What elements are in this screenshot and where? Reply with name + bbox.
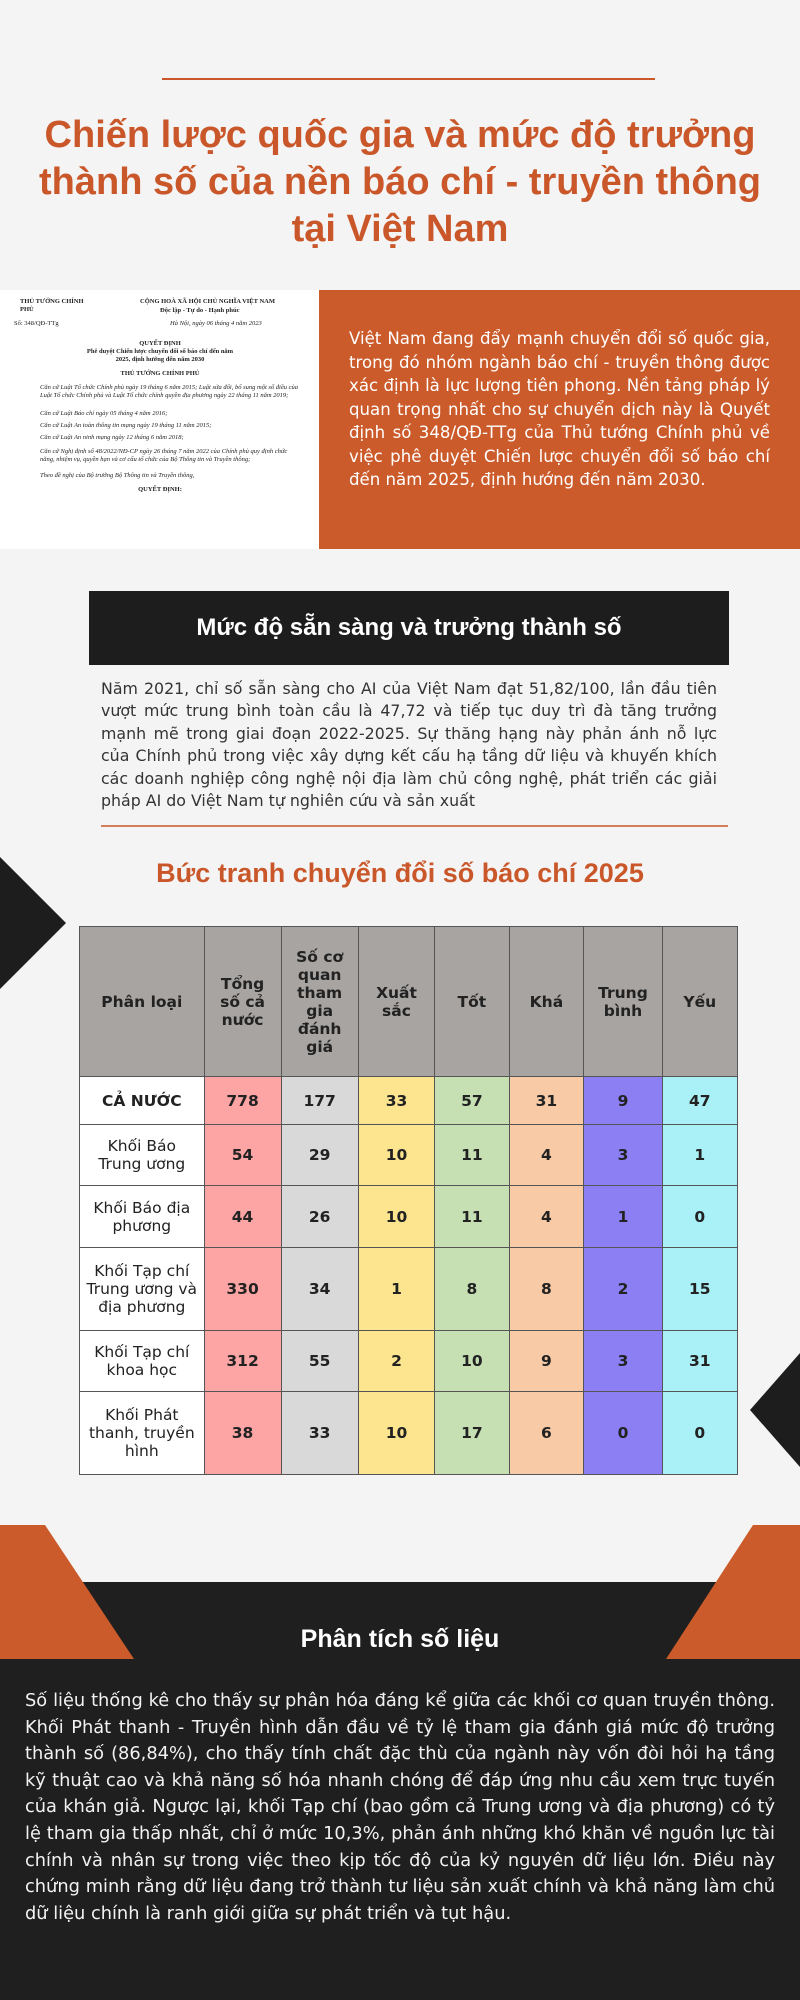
page-title: Chiến lược quốc gia và mức độ trưởng thà… (38, 114, 762, 250)
intro-box: Việt Nam đang đẩy mạnh chuyển đổi số quố… (319, 290, 800, 549)
table-cell: 0 (661, 1391, 739, 1475)
table-cell: 778 (203, 1076, 282, 1125)
document-line: Độc lập - Tự do - Hạnh phúc (160, 307, 240, 314)
orange-triangle (0, 1525, 134, 1659)
column-header: Yếu (661, 926, 739, 1077)
table-cell: 34 (280, 1247, 359, 1331)
table-cell: 312 (203, 1330, 282, 1392)
document-line: Căn cứ Nghị định số 48/2022/NĐ-CP ngày 2… (40, 448, 288, 463)
table-cell: 10 (357, 1391, 436, 1475)
table-cell: 26 (280, 1185, 359, 1248)
document-line: THỦ TƯỚNG CHÍNH PHỦ (20, 298, 84, 313)
table-cell: 1 (583, 1185, 663, 1248)
table-cell: 10 (357, 1185, 436, 1248)
table-cell: 11 (434, 1185, 510, 1248)
analysis-title: Phân tích số liệu (300, 1625, 500, 1653)
document-line: Căn cứ Luật Tổ chức Chính phủ ngày 19 th… (40, 384, 298, 399)
section-title: Mức độ sẵn sàng và trưởng thành số (89, 591, 729, 665)
table-cell: 6 (508, 1391, 585, 1475)
document-line: CỘNG HOÀ XÃ HỘI CHỦ NGHĨA VIỆT NAM (140, 298, 276, 305)
table-cell: 177 (280, 1076, 359, 1125)
table-row: CẢ NƯỚC 778 177 33 57 31 9 47 (79, 1076, 739, 1125)
table-cell: 38 (203, 1391, 282, 1475)
readiness-text: Năm 2021, chỉ số sẵn sàng cho AI của Việ… (101, 679, 717, 811)
table-cell: 47 (661, 1076, 739, 1125)
table-cell: 15 (661, 1247, 739, 1331)
table-cell: 9 (583, 1076, 663, 1125)
left-triangle (0, 857, 66, 989)
analysis-decor (0, 1525, 800, 1659)
table-cell: 57 (434, 1076, 510, 1125)
table-cell: 8 (434, 1247, 510, 1331)
document-line: Phê duyệt Chiến lược chuyển đổi số báo c… (86, 348, 234, 363)
orange-triangle (666, 1525, 800, 1659)
row-label: Khối Báo địa phương (79, 1185, 205, 1248)
data-table: Phân loại Tổng số cả nước Số cơ quan tham … (79, 926, 739, 1475)
column-header: Phân loại (79, 926, 205, 1077)
document-line: Số: 348/QĐ-TTg (14, 320, 59, 327)
table-cell: 9 (508, 1330, 585, 1392)
table-row: Khối Tạp chí Trung ương và địa phương 330… (79, 1247, 739, 1331)
row-label: Khối Phát thanh, truyền hình (79, 1391, 205, 1475)
table-cell: 29 (280, 1124, 359, 1186)
table-cell: 11 (434, 1124, 510, 1186)
document-line: Căn cứ Luật An ninh mạng ngày 12 tháng 6… (40, 434, 184, 441)
table-cell: 54 (203, 1124, 282, 1186)
document-image: THỦ TƯỚNG CHÍNH PHỦ CỘNG HOÀ XÃ HỘI CHỦ N… (0, 290, 319, 549)
table-cell: 31 (508, 1076, 585, 1125)
table-cell: 2 (357, 1330, 436, 1392)
table-cell: 10 (434, 1330, 510, 1392)
table-cell: 33 (280, 1391, 359, 1475)
table-cell: 17 (434, 1391, 510, 1475)
table-title: Bức tranh chuyển đổi số báo chí 2025 (156, 858, 644, 888)
column-header: Trung bình (583, 926, 663, 1077)
table-cell: 55 (280, 1330, 359, 1392)
column-header: Xuất sắc (357, 926, 436, 1077)
document-line: QUYẾT ĐỊNH (139, 340, 181, 347)
table-row: Khối Phát thanh, truyền hình 38 33 10 17 6 0 0 (79, 1391, 739, 1475)
row-label: Khối Báo Trung ương (79, 1124, 205, 1186)
document-line: Căn cứ Luật An toàn thông tin mạng ngày … (40, 422, 212, 429)
table-row: Khối Tạp chí khoa học 312 55 2 10 9 3 31 (79, 1330, 739, 1392)
header-row: Phân loại Tổng số cả nước Số cơ quan tham … (79, 926, 739, 1077)
column-header: Số cơ quan tham gia đánh giá (280, 926, 359, 1077)
table-cell: 0 (661, 1185, 739, 1248)
analysis-text: Số liệu thống kê cho thấy sự phân hóa đá… (25, 1690, 775, 1924)
table-row: Khối Báo Trung ương 54 29 10 11 4 3 1 (79, 1124, 739, 1186)
table-cell: 330 (203, 1247, 282, 1331)
table-cell: 33 (357, 1076, 436, 1125)
document-line: THỦ TƯỚNG CHÍNH PHỦ (120, 370, 200, 377)
column-header: Tổng số cả nước (203, 926, 282, 1077)
table-cell: 31 (661, 1330, 739, 1392)
table-cell: 3 (583, 1330, 663, 1392)
table-cell: 3 (583, 1124, 663, 1186)
document-line: QUYẾT ĐỊNH: (138, 486, 182, 493)
analysis-background (0, 1582, 800, 2000)
document-line: Hà Nội, ngày 06 tháng 4 năm 2023 (170, 320, 262, 327)
intro-text: Việt Nam đang đẩy mạnh chuyển đổi số quố… (349, 329, 770, 489)
table-cell: 1 (357, 1247, 436, 1331)
table-cell: 44 (203, 1185, 282, 1248)
row-label: Khối Tạp chí Trung ương và địa phương (79, 1247, 205, 1331)
right-triangle (750, 1353, 800, 1467)
column-header: Tốt (434, 926, 510, 1077)
table-cell: 1 (661, 1124, 739, 1186)
row-label: Khối Tạp chí khoa học (79, 1330, 205, 1392)
column-header: Khá (508, 926, 585, 1077)
table-cell: 10 (357, 1124, 436, 1186)
row-label: CẢ NƯỚC (79, 1076, 205, 1125)
table-cell: 0 (583, 1391, 663, 1475)
table-cell: 4 (508, 1185, 585, 1248)
table-cell: 2 (583, 1247, 663, 1331)
table-cell: 4 (508, 1124, 585, 1186)
document-line: Theo đề nghị của Bộ trưởng Bộ Thông tin … (40, 472, 195, 479)
table-cell: 8 (508, 1247, 585, 1331)
table-row: Khối Báo địa phương 44 26 10 11 4 1 0 (79, 1185, 739, 1248)
document-line: Căn cứ Luật Báo chí ngày 05 tháng 4 năm … (40, 410, 168, 417)
